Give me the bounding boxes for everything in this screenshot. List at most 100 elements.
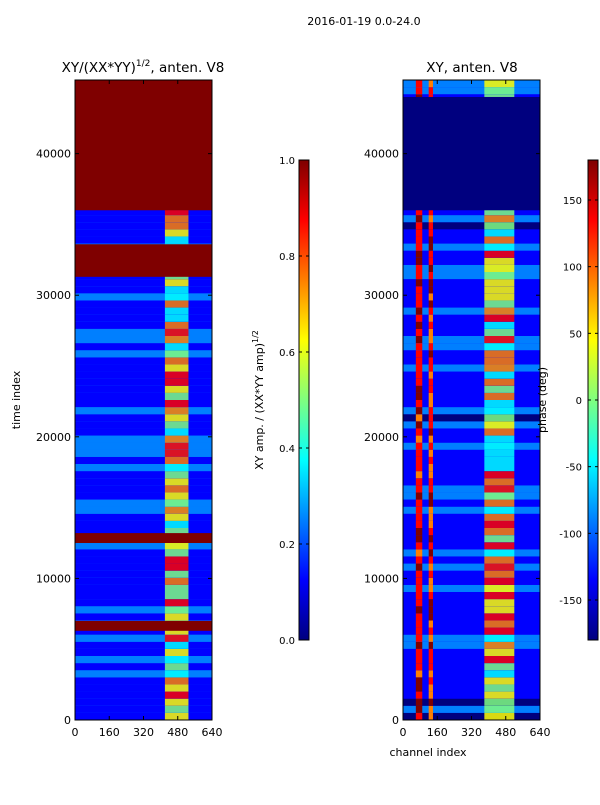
heatmap-stripe-cell xyxy=(415,620,423,628)
heatmap-stripe-cell xyxy=(415,314,423,322)
y-tick-label: 30000 xyxy=(364,289,399,302)
heatmap-feature-cell xyxy=(484,577,515,585)
heatmap-feature-cell xyxy=(164,513,189,521)
heatmap-row xyxy=(403,599,540,607)
x-tick-label: 640 xyxy=(202,726,223,739)
heatmap-feature-cell xyxy=(484,293,515,301)
phase-x-ticks: 0 160 320 480 640 xyxy=(400,80,551,739)
heatmap-row xyxy=(75,592,212,600)
heatmap-feature-cell xyxy=(164,712,189,720)
heatmap-feature-cell xyxy=(484,300,515,308)
heatmap-feature-cell xyxy=(484,656,515,664)
heatmap-feature-cell xyxy=(484,599,515,607)
heatmap-feature-cell xyxy=(484,208,515,216)
heatmap-feature-cell xyxy=(484,400,515,408)
heatmap-row xyxy=(75,236,212,244)
heatmap-stripe-cell xyxy=(415,499,423,507)
heatmap-row xyxy=(75,656,212,664)
heatmap-stripe-cell xyxy=(428,684,433,692)
heatmap-feature-cell xyxy=(164,549,189,557)
heatmap-row xyxy=(75,613,212,621)
heatmap-feature-cell xyxy=(164,648,189,656)
heatmap-row xyxy=(403,485,540,493)
heatmap-row xyxy=(403,293,540,301)
heatmap-stripe-cell xyxy=(415,712,423,720)
heatmap-feature-cell xyxy=(164,293,189,301)
x-tick-label: 480 xyxy=(167,726,188,739)
heatmap-row xyxy=(403,364,540,372)
heatmap-feature-cell xyxy=(484,392,515,400)
phase-colorbar: -150 -100 -50 0 50 100 150 phase (deg) xyxy=(536,159,599,641)
heatmap-feature-cell xyxy=(164,414,189,422)
phase-colorbar-ticks: -150 -100 -50 0 50 100 150 xyxy=(559,196,598,607)
heatmap-row xyxy=(403,222,540,230)
heatmap-feature-cell xyxy=(484,286,515,294)
heatmap-stripe-cell xyxy=(415,691,423,699)
heatmap-row xyxy=(75,293,212,301)
heatmap-row xyxy=(403,577,540,585)
heatmap-row xyxy=(403,641,540,649)
heatmap-feature-cell xyxy=(484,506,515,514)
heatmap-feature-cell xyxy=(484,677,515,685)
heatmap-stripe-cell xyxy=(428,407,433,415)
heatmap-row xyxy=(403,464,540,472)
heatmap-row xyxy=(75,215,212,223)
heatmap-stripe-cell xyxy=(428,364,433,372)
heatmap-row xyxy=(403,286,540,294)
heatmap-feature-cell xyxy=(484,648,515,656)
heatmap-feature-cell xyxy=(164,570,189,578)
heatmap-row xyxy=(75,528,212,536)
heatmap-feature-cell xyxy=(164,599,189,607)
heatmap-feature-cell xyxy=(484,641,515,649)
heatmap-row xyxy=(75,421,212,429)
heatmap-stripe-cell xyxy=(428,286,433,294)
heatmap-row xyxy=(75,542,212,550)
heatmap-feature-cell xyxy=(484,80,515,88)
heatmap-row xyxy=(403,215,540,223)
heatmap-feature-cell xyxy=(484,229,515,237)
heatmap-feature-cell xyxy=(164,592,189,600)
heatmap-flag-band xyxy=(75,80,212,211)
heatmap-feature-cell xyxy=(164,705,189,713)
heatmap-row xyxy=(75,321,212,329)
heatmap-stripe-cell xyxy=(428,599,433,607)
heatmap-feature-cell xyxy=(484,670,515,678)
heatmap-feature-cell xyxy=(164,300,189,308)
heatmap-row xyxy=(75,684,212,692)
heatmap-stripe-cell xyxy=(415,264,423,272)
heatmap-row xyxy=(403,584,540,592)
heatmap-stripe-cell xyxy=(415,428,423,436)
heatmap-feature-cell xyxy=(164,328,189,336)
heatmap-stripe-cell xyxy=(428,677,433,685)
heatmap-stripe-cell xyxy=(415,684,423,692)
heatmap-row xyxy=(403,670,540,678)
y-tick-label: 0 xyxy=(64,714,71,727)
heatmap-feature-cell xyxy=(164,435,189,443)
heatmap-row xyxy=(403,407,540,415)
heatmap-feature-cell xyxy=(164,456,189,464)
heatmap-stripe-cell xyxy=(415,641,423,649)
heatmap-row xyxy=(403,698,540,706)
heatmap-row xyxy=(75,570,212,578)
heatmap-stripe-cell xyxy=(415,520,423,528)
heatmap-stripe-cell xyxy=(415,307,423,315)
heatmap-row xyxy=(403,542,540,550)
heatmap-stripe-cell xyxy=(428,257,433,265)
heatmap-row xyxy=(403,499,540,507)
heatmap-stripe-cell xyxy=(415,570,423,578)
heatmap-stripe-cell xyxy=(415,364,423,372)
amplitude-colorbar-label: XY amp. / (XX*YY amp)1/2 xyxy=(251,330,266,470)
amplitude-x-ticks: 0 160 320 480 640 xyxy=(72,80,223,739)
heatmap-stripe-cell xyxy=(428,80,433,88)
heatmap-stripe-cell xyxy=(428,215,433,223)
heatmap-stripe-cell xyxy=(428,670,433,678)
heatmap-row xyxy=(403,449,540,457)
heatmap-row xyxy=(75,449,212,457)
heatmap-stripe-cell xyxy=(428,535,433,543)
heatmap-stripe-cell xyxy=(415,236,423,244)
heatmap-stripe-cell xyxy=(415,613,423,621)
figure-title: 2016-01-19 0.0-24.0 xyxy=(307,15,420,28)
heatmap-row xyxy=(403,229,540,237)
heatmap-stripe-cell xyxy=(415,257,423,265)
heatmap-row xyxy=(75,364,212,372)
